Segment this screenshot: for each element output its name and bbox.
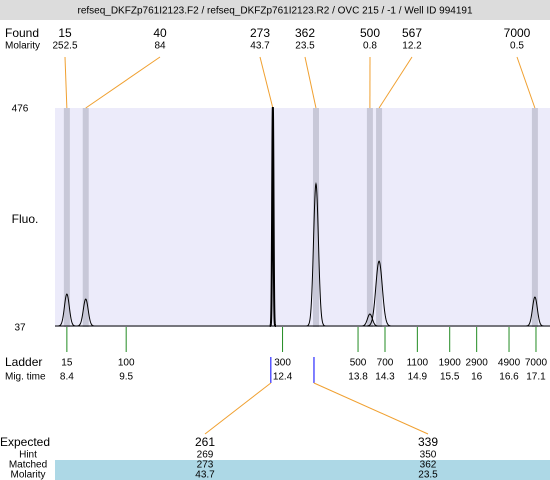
- ladder-size: 1900: [439, 358, 462, 369]
- found-size: 567: [402, 26, 422, 40]
- found-size: 15: [58, 26, 72, 40]
- found-connector: [85, 56, 161, 109]
- expected-molarity-label: Molarity: [10, 470, 45, 480]
- found-molarity: 0.8: [363, 41, 377, 52]
- peak: [269, 106, 277, 327]
- found-connector: [378, 56, 413, 109]
- ladder-time: 12.4: [273, 372, 293, 383]
- found-size: 362: [295, 26, 315, 40]
- found-molarity: 23.5: [295, 41, 315, 52]
- expected-value: 261: [195, 435, 215, 449]
- found-size: 500: [360, 26, 380, 40]
- ladder-time: 16.6: [499, 372, 519, 383]
- ladder-time: 9.5: [119, 372, 133, 383]
- ladder-time: 14.3: [375, 372, 395, 383]
- ladder-size: 500: [350, 358, 367, 369]
- expected-connector: [204, 382, 272, 435]
- found-molarity: 43.7: [250, 41, 270, 52]
- found-size: 7000: [504, 26, 531, 40]
- peak-band: [63, 108, 70, 327]
- hint-value: 350: [420, 450, 437, 461]
- title-bar: [0, 0, 550, 20]
- hint-value: 269: [197, 450, 214, 461]
- peak: [363, 260, 395, 327]
- peak: [74, 298, 98, 327]
- found-size: 273: [250, 26, 270, 40]
- ladder-time: 17.1: [526, 372, 546, 383]
- found-molarity: 84: [154, 41, 166, 52]
- title: refseq_DKFZp761I2123.F2 / refseq_DKFZp76…: [77, 6, 472, 17]
- expected-molarity: 23.5: [418, 470, 438, 480]
- expected-value: 339: [418, 435, 438, 449]
- hint-label: Hint: [19, 450, 37, 461]
- ladder-time: 14.9: [408, 372, 428, 383]
- y-tick-label: 476: [12, 104, 29, 115]
- ladder-size: 300: [274, 358, 291, 369]
- ladder-time: 16: [471, 372, 483, 383]
- found-molarity: 0.5: [510, 41, 524, 52]
- peak: [358, 313, 382, 327]
- molarity-label: Molarity: [5, 41, 40, 52]
- matched-band: [55, 460, 550, 480]
- y-axis-label: Fluo.: [12, 212, 39, 226]
- ladder-size: 15: [61, 358, 73, 369]
- peak: [523, 296, 547, 327]
- found-label: Found: [5, 26, 39, 40]
- ladder-size: 2900: [466, 358, 489, 369]
- found-connector: [304, 56, 317, 109]
- ladder-size: 7000: [525, 358, 548, 369]
- ladder-time: 15.5: [440, 372, 460, 383]
- ladder-size: 700: [377, 358, 394, 369]
- peak-band: [531, 108, 538, 327]
- peak: [304, 181, 328, 327]
- expected-molarity: 43.7: [195, 470, 215, 480]
- ladder-time: 13.8: [348, 372, 368, 383]
- matched-value: 362: [420, 460, 437, 471]
- peak-band: [312, 108, 319, 327]
- ladder-label: Ladder: [5, 355, 42, 369]
- matched-label: Matched: [9, 460, 47, 471]
- ladder-time: 8.4: [60, 372, 74, 383]
- matched-value: 273: [197, 460, 214, 471]
- found-connector: [64, 56, 68, 109]
- peak-band: [376, 108, 383, 327]
- expected-label: Expected: [0, 435, 50, 449]
- y-tick-label: 37: [14, 323, 26, 334]
- found-molarity: 12.2: [402, 41, 422, 52]
- plot-area: [55, 108, 550, 327]
- peak-band: [366, 108, 373, 327]
- expected-connector: [313, 382, 429, 435]
- ladder-size: 4900: [498, 358, 521, 369]
- found-connector: [259, 56, 274, 109]
- found-size: 40: [153, 26, 167, 40]
- ladder-size: 1100: [407, 358, 429, 369]
- ladder-size: 100: [118, 358, 135, 369]
- found-connector: [516, 56, 536, 109]
- found-molarity: 252.5: [52, 41, 77, 52]
- mig-time-label: Mig. time: [5, 372, 46, 383]
- peak-band: [82, 108, 89, 327]
